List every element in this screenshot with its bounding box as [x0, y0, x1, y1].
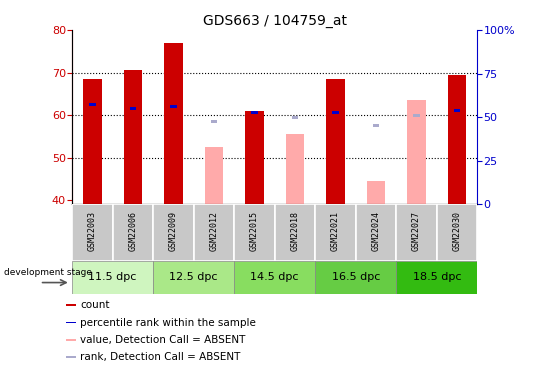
Text: GSM22006: GSM22006: [128, 211, 138, 251]
Bar: [332, 111, 339, 114]
Bar: [65, 339, 76, 340]
Text: GSM22015: GSM22015: [250, 211, 259, 251]
Bar: [153, 204, 194, 261]
Bar: [65, 356, 76, 358]
Bar: [234, 261, 315, 294]
Bar: [83, 79, 102, 204]
Text: GSM22021: GSM22021: [331, 211, 340, 251]
Text: GSM22027: GSM22027: [412, 211, 421, 251]
Bar: [367, 181, 385, 204]
Bar: [234, 204, 275, 261]
Bar: [65, 304, 76, 306]
Bar: [211, 120, 217, 123]
Text: count: count: [80, 300, 109, 310]
Bar: [407, 100, 426, 204]
Text: 11.5 dpc: 11.5 dpc: [88, 273, 137, 282]
Bar: [413, 114, 420, 117]
Bar: [437, 204, 477, 261]
Bar: [396, 261, 477, 294]
Text: value, Detection Call = ABSENT: value, Detection Call = ABSENT: [80, 335, 245, 345]
Bar: [170, 105, 176, 108]
Bar: [72, 261, 153, 294]
Bar: [194, 204, 234, 261]
Text: percentile rank within the sample: percentile rank within the sample: [80, 318, 256, 327]
Bar: [205, 147, 223, 204]
Text: GSM22030: GSM22030: [452, 211, 462, 251]
Bar: [65, 322, 76, 323]
Text: GSM22003: GSM22003: [88, 211, 97, 251]
Bar: [286, 134, 304, 204]
Bar: [396, 204, 437, 261]
Bar: [89, 103, 95, 106]
Bar: [164, 43, 183, 204]
Text: GSM22012: GSM22012: [209, 211, 219, 251]
Bar: [113, 204, 153, 261]
Bar: [72, 204, 113, 261]
Text: 16.5 dpc: 16.5 dpc: [331, 273, 380, 282]
Bar: [124, 70, 142, 204]
Bar: [315, 204, 356, 261]
Bar: [454, 110, 460, 112]
Bar: [315, 261, 396, 294]
Bar: [130, 107, 136, 110]
Bar: [373, 124, 379, 127]
Title: GDS663 / 104759_at: GDS663 / 104759_at: [203, 13, 347, 28]
Text: GSM22009: GSM22009: [169, 211, 178, 251]
Bar: [356, 204, 396, 261]
Bar: [153, 261, 234, 294]
Bar: [448, 75, 466, 204]
Text: development stage: development stage: [4, 268, 92, 277]
Bar: [275, 204, 315, 261]
Bar: [245, 111, 264, 204]
Bar: [326, 79, 345, 204]
Text: 18.5 dpc: 18.5 dpc: [412, 273, 461, 282]
Text: 12.5 dpc: 12.5 dpc: [169, 273, 218, 282]
Bar: [292, 116, 298, 118]
Text: 14.5 dpc: 14.5 dpc: [250, 273, 299, 282]
Text: GSM22018: GSM22018: [290, 211, 300, 251]
Text: rank, Detection Call = ABSENT: rank, Detection Call = ABSENT: [80, 352, 240, 362]
Bar: [251, 111, 258, 114]
Text: GSM22024: GSM22024: [371, 211, 381, 251]
